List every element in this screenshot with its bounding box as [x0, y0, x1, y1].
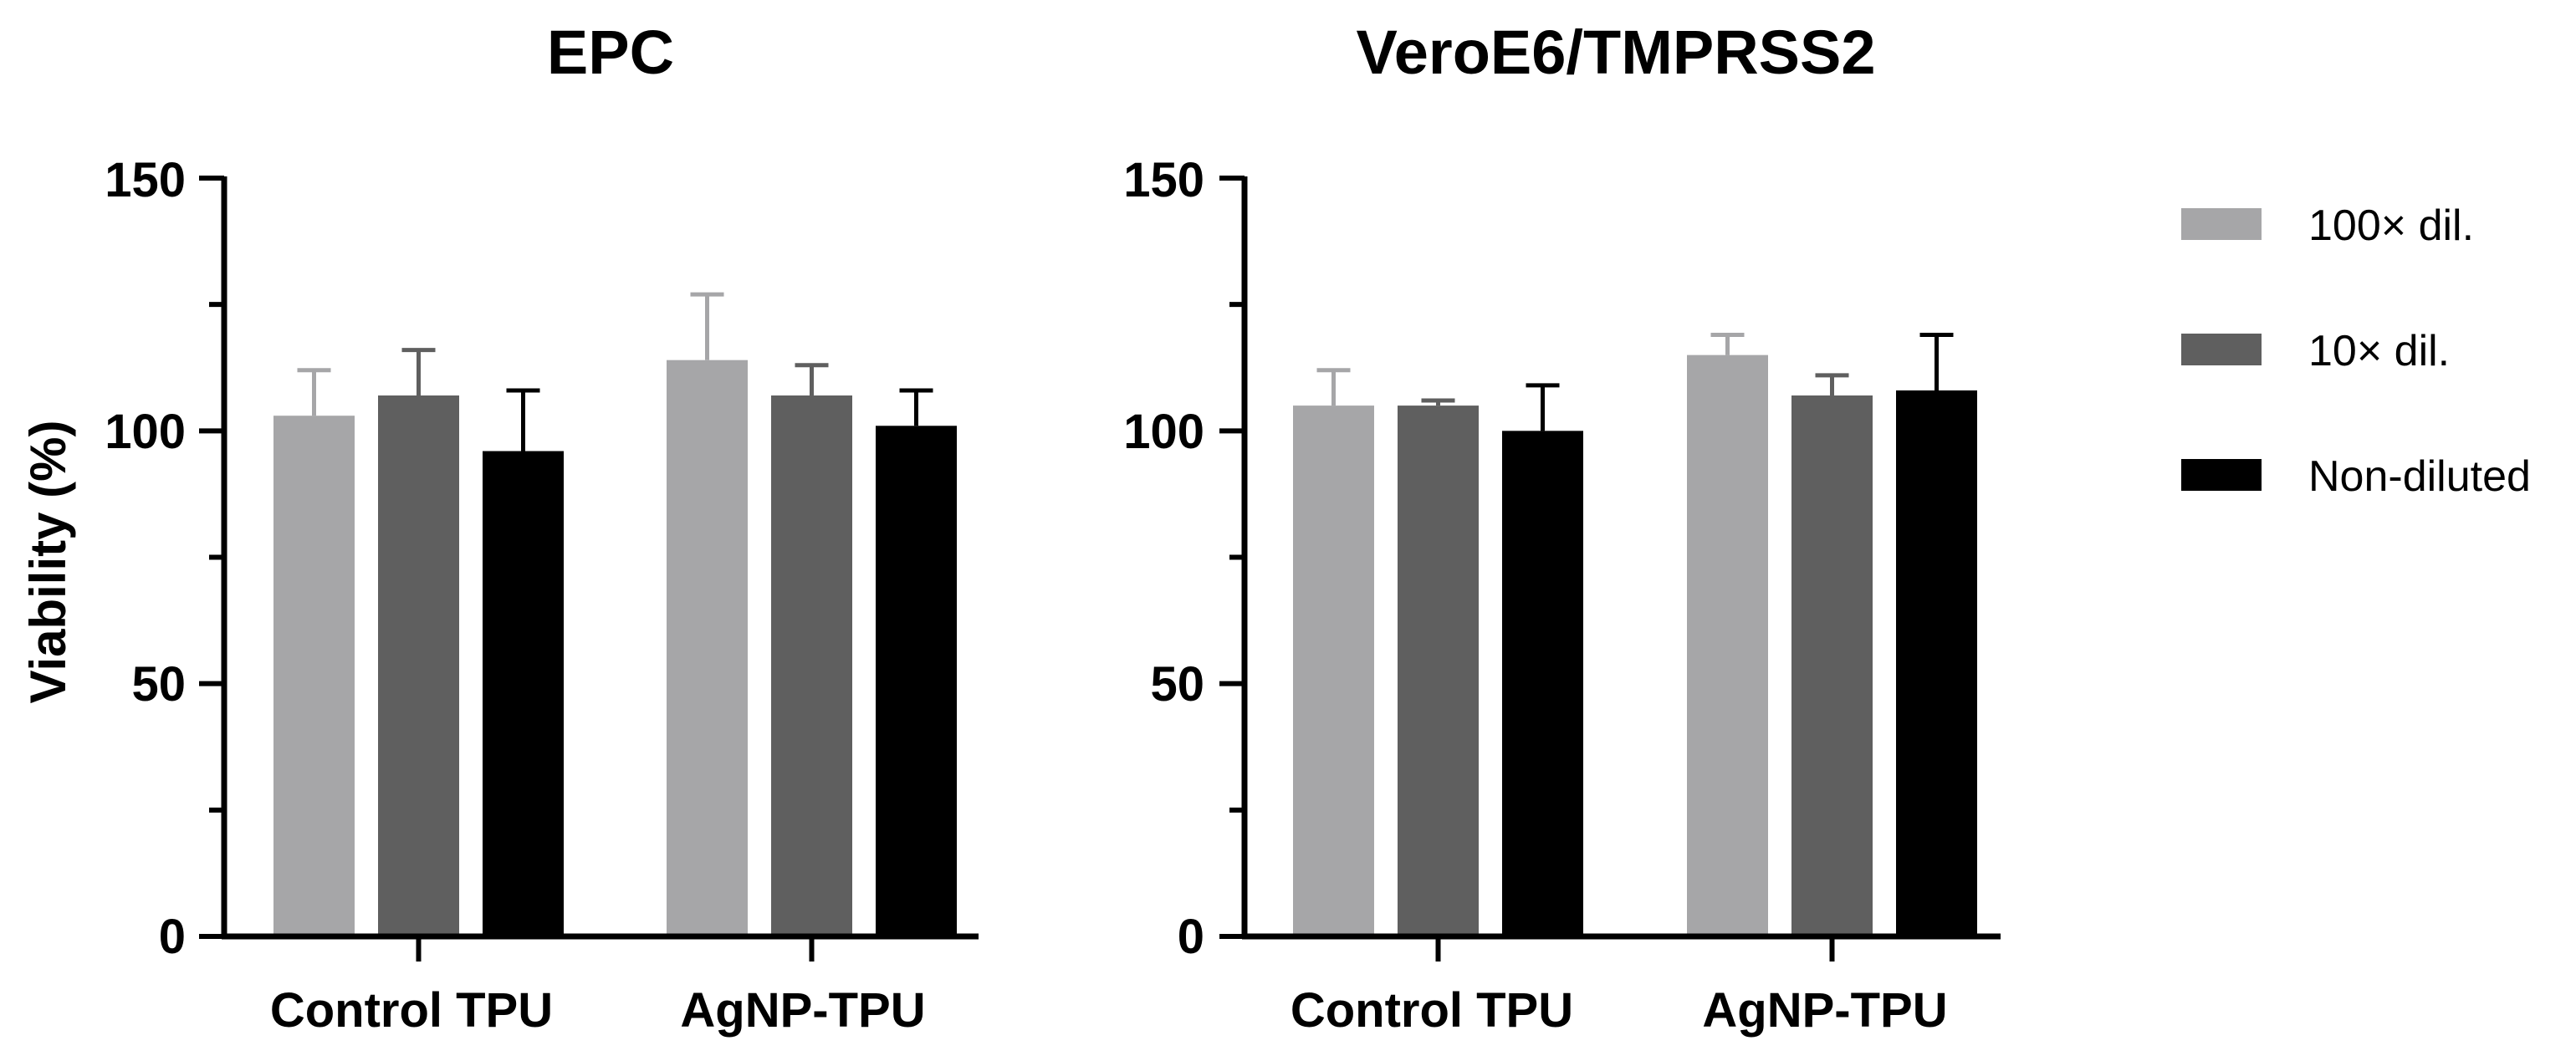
bar-10-dil-control-tpu [378, 395, 459, 936]
chart-title: EPC [547, 18, 674, 87]
bar-10-dil-agnp-tpu [1791, 395, 1873, 936]
bar-100-dil-agnp-tpu [1687, 355, 1768, 937]
legend-label-100x-dil: 100× dil. [2308, 201, 2474, 250]
y-tick-label: 0 [1178, 910, 1204, 964]
bars-group [1293, 332, 1977, 937]
legend-swatch-10x-dil [2181, 334, 2262, 365]
bars-group [273, 292, 957, 937]
legend-swatch-100x-dil [2181, 208, 2262, 240]
y-tick-label: 100 [1123, 405, 1204, 459]
bar-100-dil-control-tpu [273, 416, 355, 936]
y-tick-label: 50 [131, 657, 186, 712]
bar-non-diluted-control-tpu [483, 451, 564, 936]
bar-non-diluted-control-tpu [1502, 431, 1583, 936]
legend-swatch-non-diluted [2181, 459, 2262, 491]
x-category-label: Control TPU [270, 983, 553, 1038]
bar-10-dil-control-tpu [1398, 406, 1479, 937]
bar-non-diluted-agnp-tpu [1896, 390, 1977, 937]
bar-100-dil-control-tpu [1293, 406, 1374, 937]
x-category-label: Control TPU [1291, 983, 1573, 1038]
x-category-label: AgNP-TPU [680, 983, 925, 1038]
y-tick-label: 150 [105, 153, 186, 207]
x-category-label: AgNP-TPU [1702, 983, 1947, 1038]
legend: 100× dil. 10× dil. Non-diluted [2181, 201, 2531, 501]
legend-label-10x-dil: 10× dil. [2308, 327, 2450, 375]
chart-panel-veroe6-tmprss2: VeroE6/TMPRSS2 0 50 100 150 Control TPU … [1123, 18, 2001, 1038]
y-tick-label: 100 [105, 405, 186, 459]
axes-group [199, 176, 979, 962]
legend-label-non-diluted: Non-diluted [2308, 452, 2531, 501]
axes-group [1219, 176, 2001, 962]
chart-panel-epc: EPC Viability (%) 0 50 100 150 Control T… [20, 18, 979, 1038]
y-tick-label: 0 [159, 910, 186, 964]
bar-non-diluted-agnp-tpu [876, 426, 957, 937]
bar-100-dil-agnp-tpu [667, 360, 748, 936]
y-tick-label: 150 [1123, 153, 1204, 207]
y-tick-label: 50 [1150, 657, 1204, 712]
bar-10-dil-agnp-tpu [771, 395, 852, 936]
y-axis-label: Viability (%) [20, 421, 76, 704]
chart-title: VeroE6/TMPRSS2 [1356, 18, 1875, 87]
